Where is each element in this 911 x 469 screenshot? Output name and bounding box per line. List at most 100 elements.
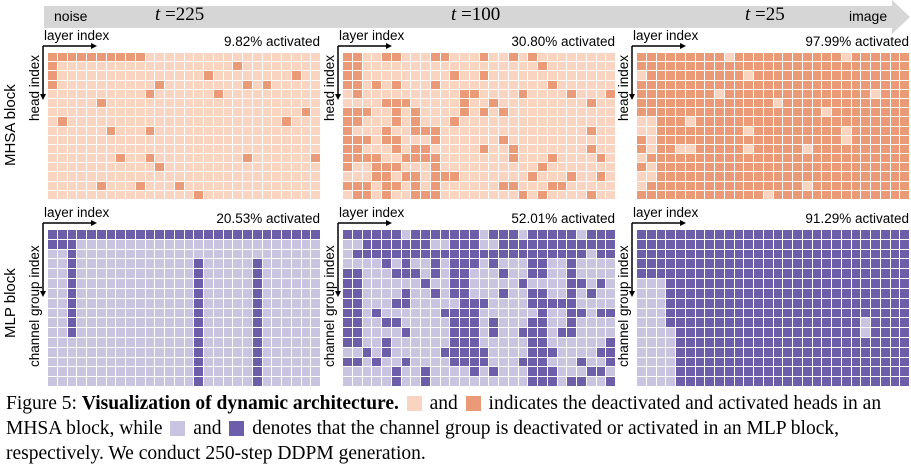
mlp-cell — [213, 367, 223, 377]
mlp-cell — [48, 259, 57, 269]
mhsa-cell — [802, 89, 812, 98]
mlp-cell — [666, 357, 675, 367]
mlp-cell — [301, 377, 311, 386]
mlp-cell — [793, 230, 802, 239]
mlp-cell — [252, 367, 262, 377]
mhsa-cell — [391, 117, 401, 126]
mhsa-cell — [116, 62, 125, 71]
mlp-cell — [106, 298, 116, 308]
mhsa-cell — [57, 190, 67, 199]
mlp-cell — [567, 249, 576, 259]
mlp-cell — [116, 288, 125, 298]
mhsa-cell — [793, 163, 802, 172]
mhsa-cell — [822, 163, 831, 172]
mhsa-cell — [401, 172, 411, 181]
mlp-cell — [77, 367, 86, 377]
mhsa-cell — [518, 71, 528, 80]
mlp-cell — [744, 239, 753, 249]
mhsa-cell — [57, 135, 67, 144]
mlp-cell — [880, 337, 890, 347]
mhsa-cell — [646, 181, 656, 190]
mlp-cell — [508, 298, 518, 308]
mhsa-cell — [822, 117, 831, 126]
mlp-cell — [48, 230, 57, 239]
mlp-cell — [783, 230, 792, 239]
mhsa-cell — [861, 190, 870, 199]
mlp-cell — [243, 279, 252, 288]
mlp-cell — [96, 347, 106, 357]
mlp-cell — [851, 230, 861, 239]
mlp-cell — [637, 298, 646, 308]
mhsa-cell — [362, 62, 372, 71]
mhsa-cell — [145, 53, 155, 62]
mhsa-cell — [547, 190, 557, 199]
mhsa-cell — [646, 62, 656, 71]
mlp-cell — [547, 357, 557, 367]
mhsa-cell — [77, 89, 86, 98]
mlp-cell — [272, 288, 281, 298]
mhsa-cell — [880, 163, 890, 172]
mlp-cell — [489, 298, 498, 308]
mlp-cell — [577, 337, 586, 347]
mhsa-cell — [900, 108, 909, 117]
mhsa-cell — [233, 135, 242, 144]
mhsa-cell — [362, 154, 372, 163]
mhsa-cell — [547, 62, 557, 71]
mlp-cell — [577, 318, 586, 328]
mlp-cell — [715, 337, 724, 347]
mhsa-cell — [301, 126, 311, 135]
mlp-cell — [900, 288, 909, 298]
mlp-cell — [343, 259, 352, 269]
mlp-cell — [705, 269, 714, 279]
mhsa-cell — [812, 190, 822, 199]
mlp-cell — [87, 298, 96, 308]
mlp-cell — [685, 367, 695, 377]
mlp-cell — [832, 259, 841, 269]
mlp-cell — [450, 259, 459, 269]
mlp-cell — [822, 239, 831, 249]
mlp-cell — [880, 328, 890, 337]
mhsa-cell — [282, 89, 291, 98]
mlp-cell — [362, 367, 372, 377]
mlp-cell — [841, 347, 851, 357]
mhsa-cell — [262, 190, 272, 199]
mhsa-cell — [252, 172, 262, 181]
mhsa-cell — [184, 89, 194, 98]
mhsa-cell — [734, 117, 744, 126]
mhsa-cell — [291, 98, 301, 108]
mlp-cell — [174, 298, 184, 308]
mhsa-cell — [282, 108, 291, 117]
mhsa-cell — [685, 181, 695, 190]
mhsa-cell — [656, 172, 666, 181]
mlp-cell — [243, 259, 252, 269]
mhsa-cell — [734, 80, 744, 89]
mlp-cell — [793, 377, 802, 386]
mhsa-cell — [311, 53, 320, 62]
mhsa-cell — [646, 98, 656, 108]
mlp-cell — [499, 308, 508, 318]
mhsa-cell — [705, 172, 714, 181]
mlp-cell — [106, 269, 116, 279]
mlp-cell — [666, 259, 675, 269]
mlp-cell — [382, 337, 391, 347]
mlp-cell — [391, 377, 401, 386]
mhsa-cell — [637, 190, 646, 199]
mlp-cell — [793, 318, 802, 328]
mhsa-cell — [469, 98, 479, 108]
mlp-cell — [666, 328, 675, 337]
mhsa-cell — [194, 89, 203, 98]
mlp-cell — [724, 347, 734, 357]
mlp-cell — [126, 357, 135, 367]
mlp-cell — [734, 318, 744, 328]
mlp-cell — [567, 337, 576, 347]
mlp-cell — [469, 249, 479, 259]
mlp-cell — [528, 279, 537, 288]
mhsa-cell — [783, 126, 792, 135]
mhsa-cell — [880, 62, 890, 71]
mhsa-cell — [479, 181, 489, 190]
mhsa-cell — [499, 108, 508, 117]
mlp-cell — [362, 347, 372, 357]
mhsa-cell — [538, 89, 547, 98]
mlp-cell — [77, 279, 86, 288]
mhsa-cell — [252, 117, 262, 126]
